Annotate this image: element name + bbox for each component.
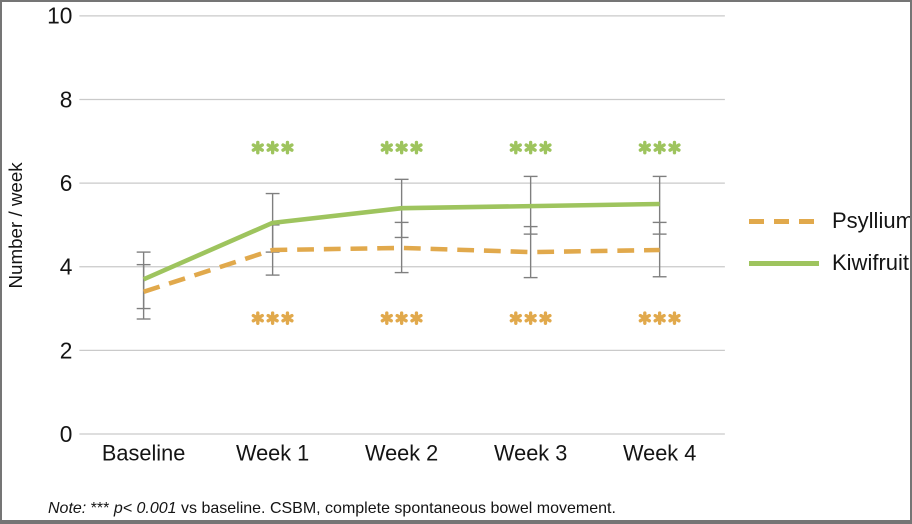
footnote-stars: *** bbox=[90, 500, 114, 517]
psyllium-dashed-line-swatch bbox=[749, 218, 819, 224]
svg-text:6: 6 bbox=[60, 170, 73, 196]
footnote-pvalue: p< 0.001 bbox=[113, 500, 177, 517]
svg-text:Week 1: Week 1 bbox=[236, 441, 309, 466]
svg-text:Baseline: Baseline bbox=[102, 441, 185, 466]
svg-text:Week 4: Week 4 bbox=[623, 441, 696, 466]
footnote-rest: vs baseline. CSBM, complete spontaneous … bbox=[181, 500, 616, 517]
svg-text:Number / week: Number / week bbox=[5, 162, 26, 289]
legend-item-psyllium: Psyllium bbox=[749, 208, 912, 234]
svg-text:4: 4 bbox=[60, 254, 73, 280]
legend: Psyllium Kiwifruit bbox=[749, 208, 912, 276]
svg-text:0: 0 bbox=[60, 421, 73, 447]
footnote: Note: *** p< 0.001 vs baseline. CSBM, co… bbox=[48, 500, 616, 518]
legend-label-kiwifruit: Kiwifruit bbox=[832, 250, 910, 275]
svg-text:Week 3: Week 3 bbox=[494, 441, 567, 466]
svg-text:2: 2 bbox=[60, 337, 73, 363]
legend-item-kiwifruit: Kiwifruit bbox=[749, 250, 910, 276]
kiwifruit-solid-line-swatch bbox=[749, 260, 819, 266]
footnote-prefix: Note: bbox=[48, 500, 91, 517]
svg-text:10: 10 bbox=[47, 3, 72, 29]
svg-text:Week 2: Week 2 bbox=[365, 441, 438, 466]
svg-text:8: 8 bbox=[60, 86, 73, 112]
legend-label-psyllium: Psyllium bbox=[832, 208, 912, 233]
